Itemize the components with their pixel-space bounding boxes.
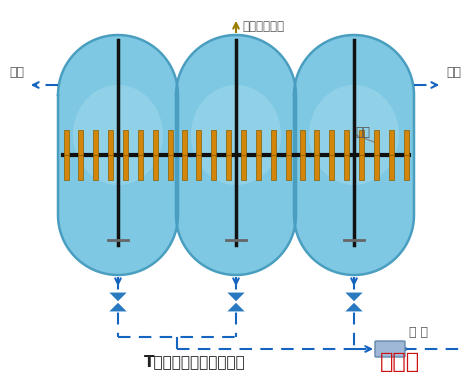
Bar — [285, 155, 291, 180]
Bar — [389, 130, 394, 155]
Bar — [181, 130, 187, 155]
Bar — [93, 130, 98, 155]
Bar — [153, 130, 158, 155]
Text: 转刷: 转刷 — [355, 125, 370, 139]
Ellipse shape — [294, 155, 414, 275]
Ellipse shape — [58, 35, 178, 155]
Polygon shape — [344, 292, 364, 302]
Ellipse shape — [309, 85, 399, 185]
Bar — [241, 155, 246, 180]
Bar — [196, 130, 202, 155]
Bar — [300, 155, 304, 180]
Ellipse shape — [73, 85, 163, 185]
Bar — [93, 155, 98, 180]
Bar — [256, 130, 261, 155]
Bar — [374, 155, 379, 180]
Bar — [271, 155, 276, 180]
Bar — [404, 155, 408, 180]
Polygon shape — [226, 292, 246, 302]
Polygon shape — [108, 292, 128, 302]
Bar — [271, 130, 276, 155]
Bar — [256, 155, 261, 180]
Bar — [314, 155, 319, 180]
Polygon shape — [226, 302, 246, 312]
Bar — [285, 130, 291, 155]
Bar — [123, 130, 128, 155]
Bar — [108, 130, 113, 155]
Bar — [359, 130, 364, 155]
Bar — [176, 95, 296, 215]
Bar — [226, 130, 231, 155]
Bar — [226, 155, 231, 180]
Ellipse shape — [176, 35, 296, 155]
Bar — [64, 130, 68, 155]
Ellipse shape — [191, 85, 281, 185]
Text: 进 水: 进 水 — [409, 326, 428, 339]
Bar — [241, 130, 246, 155]
Bar — [211, 155, 216, 180]
Bar — [168, 155, 172, 180]
Bar — [78, 130, 83, 155]
Bar — [359, 155, 364, 180]
Bar — [138, 130, 143, 155]
Bar — [300, 130, 304, 155]
Bar — [196, 155, 202, 180]
Ellipse shape — [176, 155, 296, 275]
Bar — [329, 130, 334, 155]
Ellipse shape — [58, 155, 178, 275]
Bar — [211, 130, 216, 155]
Bar — [108, 155, 113, 180]
Bar — [389, 155, 394, 180]
Text: 出水: 出水 — [446, 66, 461, 79]
Bar — [58, 95, 178, 215]
Bar — [329, 155, 334, 180]
Bar — [404, 130, 408, 155]
Text: 出水: 出水 — [9, 66, 24, 79]
Ellipse shape — [294, 35, 414, 155]
Bar — [294, 95, 414, 215]
Bar — [344, 155, 349, 180]
Bar — [153, 155, 158, 180]
Bar — [168, 130, 172, 155]
Polygon shape — [344, 302, 364, 312]
Bar — [123, 155, 128, 180]
Bar — [78, 155, 83, 180]
Bar — [64, 155, 68, 180]
Text: 剩余污泥排放: 剩余污泥排放 — [242, 20, 284, 33]
Bar — [181, 155, 187, 180]
Polygon shape — [108, 302, 128, 312]
Bar — [374, 130, 379, 155]
Bar — [344, 130, 349, 155]
Bar — [138, 155, 143, 180]
Text: T型氧化沟系统工艺流程: T型氧化沟系统工艺流程 — [144, 354, 246, 369]
Bar — [314, 130, 319, 155]
FancyBboxPatch shape — [375, 341, 405, 357]
Text: 给排水: 给排水 — [380, 352, 420, 372]
